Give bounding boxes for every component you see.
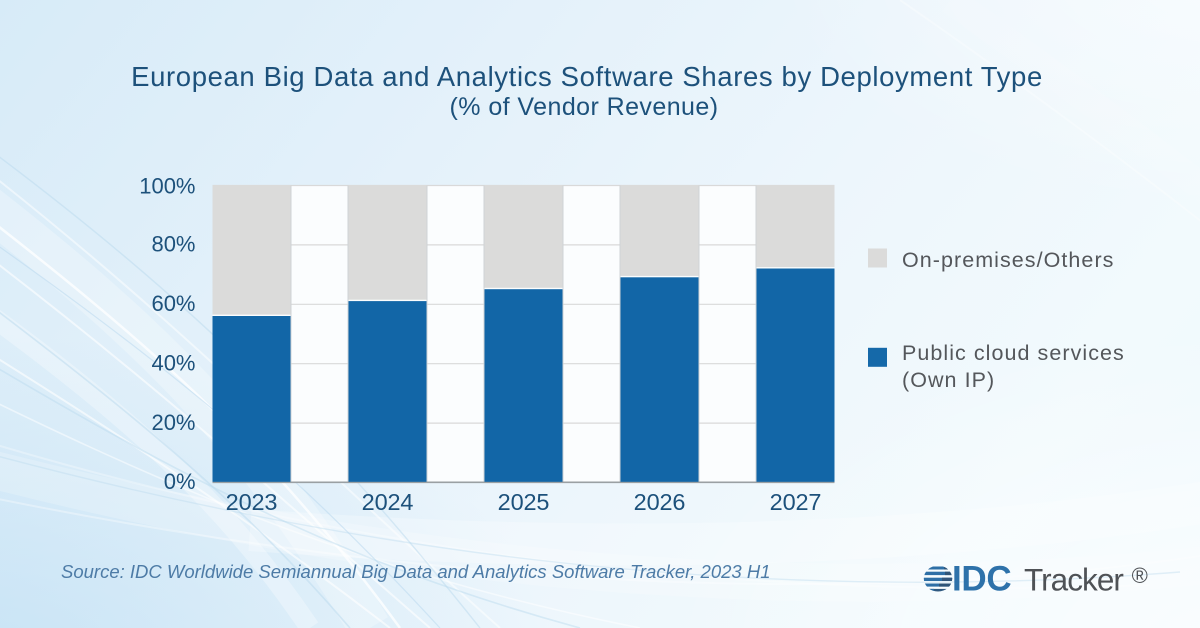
svg-text:®: ® [1132,563,1148,588]
svg-text:2023: 2023 [226,489,278,515]
svg-text:80%: 80% [151,232,195,257]
svg-text:2026: 2026 [634,489,686,515]
svg-text:100%: 100% [139,174,195,199]
svg-text:2027: 2027 [770,489,822,515]
svg-text:Tracker: Tracker [1024,562,1123,598]
svg-text:40%: 40% [151,351,195,376]
svg-text:IDC: IDC [952,560,1011,599]
svg-text:60%: 60% [151,291,195,316]
svg-text:0%: 0% [164,469,196,494]
svg-text:2024: 2024 [362,489,414,515]
svg-text:2025: 2025 [498,489,550,515]
svg-text:20%: 20% [151,410,195,435]
